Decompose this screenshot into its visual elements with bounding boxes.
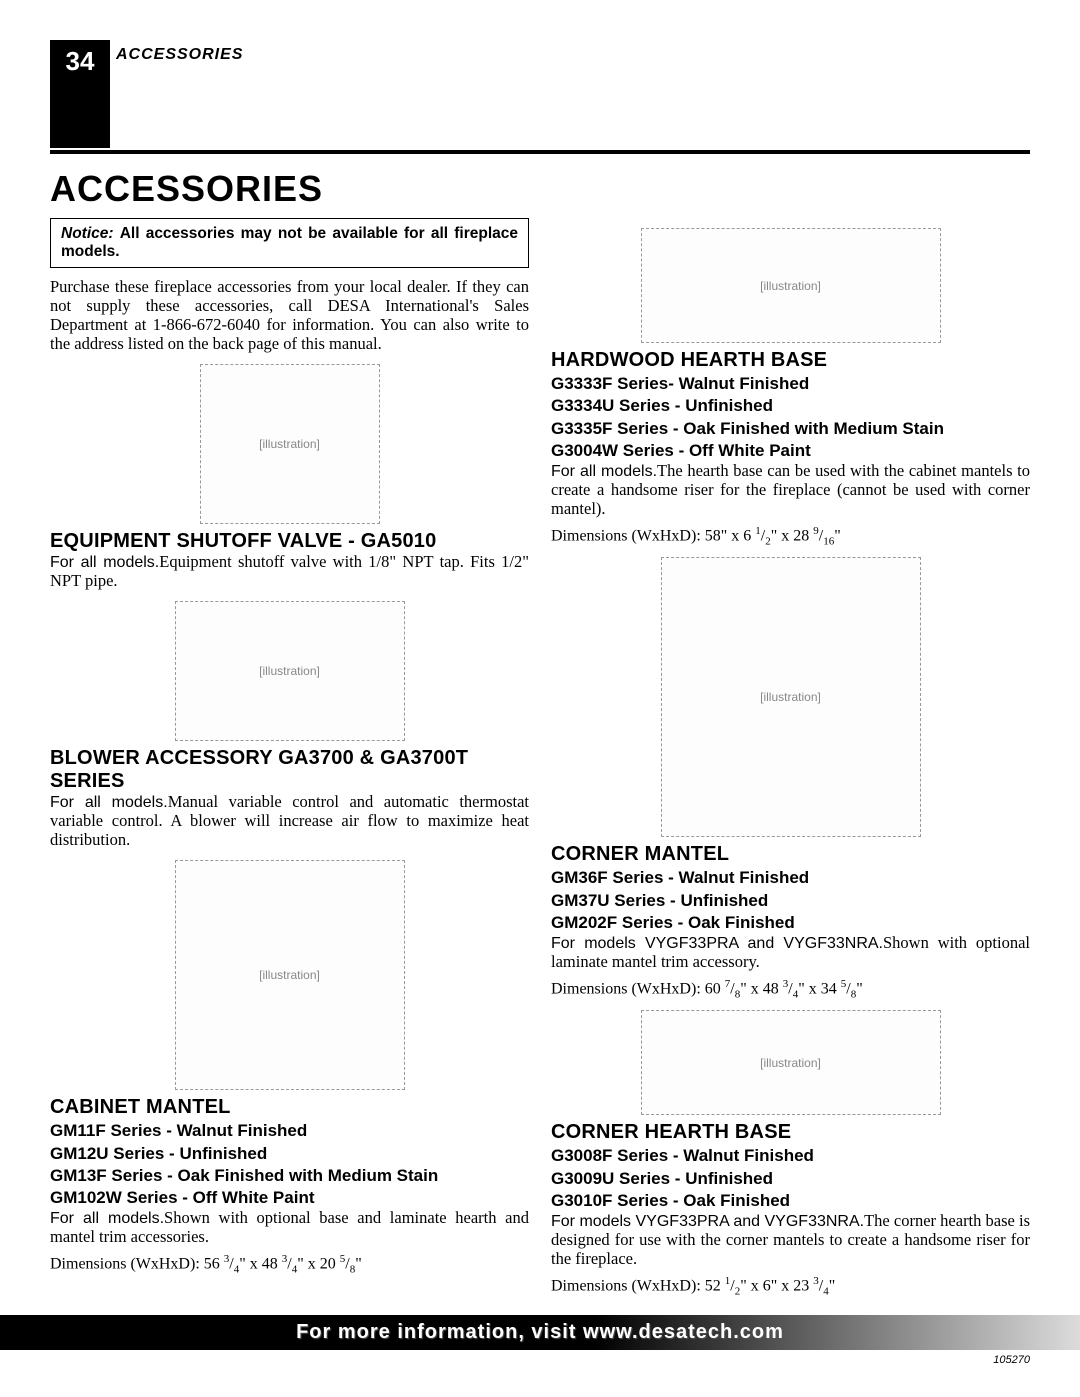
header-rule: [50, 150, 1030, 154]
hardwood-body: For all models.The hearth base can be us…: [551, 462, 1030, 519]
shutoff-heading: EQUIPMENT SHUTOFF VALVE - GA5010: [50, 530, 529, 553]
cabinet-body: For all models.Shown with optional base …: [50, 1209, 529, 1247]
hardwood-sub-2: G3335F Series - Oak Finished with Medium…: [551, 419, 1030, 439]
hardwood-sub-0: G3333F Series- Walnut Finished: [551, 374, 1030, 394]
corner-hearth-dims: Dimensions (WxHxD): 52 1/2" x 6" x 23 3/…: [551, 1275, 1030, 1298]
notice-text: All accessories may not be available for…: [61, 225, 518, 260]
hardwood-sub-1: G3334U Series - Unfinished: [551, 396, 1030, 416]
blower-for: For all models.: [50, 794, 168, 811]
corner-base-illustration: [illustration]: [641, 1010, 941, 1115]
corner-hearth-body: For models VYGF33PRA and VYGF33NRA.The c…: [551, 1212, 1030, 1269]
footer-bar: For more information, visit www.desatech…: [0, 1315, 1080, 1350]
corner-mantel-sub-0: GM36F Series - Walnut Finished: [551, 868, 1030, 888]
notice-box: Notice: All accessories may not be avail…: [50, 218, 529, 268]
hardwood-sub-3: G3004W Series - Off White Paint: [551, 441, 1030, 461]
page-header: 34 ACCESSORIES: [50, 40, 1030, 148]
page-number: 34: [50, 40, 110, 148]
left-column: Notice: All accessories may not be avail…: [50, 218, 529, 1297]
blower-body: For all models.Manual variable control a…: [50, 793, 529, 850]
corner-mantel-for: For models VYGF33PRA and VYGF33NRA.: [551, 935, 883, 952]
blower-heading: BLOWER ACCESSORY GA3700 & GA3700T SERIES: [50, 747, 529, 793]
corner-mantel-sub-2: GM202F Series - Oak Finished: [551, 913, 1030, 933]
corner-mantel-sub-1: GM37U Series - Unfinished: [551, 891, 1030, 911]
corner-hearth-heading: CORNER HEARTH BASE: [551, 1121, 1030, 1144]
notice-prefix: Notice:: [61, 225, 114, 242]
corner-mantel-dims: Dimensions (WxHxD): 60 7/8" x 48 3/4" x …: [551, 978, 1030, 1001]
cabinet-illustration: [illustration]: [175, 860, 405, 1090]
doc-number: 105270: [0, 1350, 1080, 1386]
cabinet-sub-1: GM12U Series - Unfinished: [50, 1144, 529, 1164]
hardwood-heading: HARDWOOD HEARTH BASE: [551, 349, 1030, 372]
cabinet-heading: CABINET MANTEL: [50, 1096, 529, 1119]
page-title: ACCESSORIES: [50, 168, 1030, 210]
cabinet-dims: Dimensions (WxHxD): 56 3/4" x 48 3/4" x …: [50, 1253, 529, 1276]
right-column: [illustration] HARDWOOD HEARTH BASE G333…: [551, 218, 1030, 1297]
intro-text: Purchase these fireplace accessories fro…: [50, 278, 529, 354]
corner-mantel-body: For models VYGF33PRA and VYGF33NRA.Shown…: [551, 934, 1030, 972]
cabinet-sub-2: GM13F Series - Oak Finished with Medium …: [50, 1166, 529, 1186]
hearth-base-illustration: [illustration]: [641, 228, 941, 343]
corner-hearth-sub-2: G3010F Series - Oak Finished: [551, 1191, 1030, 1211]
hardwood-dims: Dimensions (WxHxD): 58" x 6 1/2" x 28 9/…: [551, 525, 1030, 548]
blower-illustration: [illustration]: [175, 601, 405, 741]
cabinet-for: For all models.: [50, 1210, 164, 1227]
valve-illustration: [illustration]: [200, 364, 380, 524]
corner-hearth-sub-0: G3008F Series - Walnut Finished: [551, 1146, 1030, 1166]
shutoff-body: For all models.Equipment shutoff valve w…: [50, 553, 529, 591]
header-label: ACCESSORIES: [110, 40, 243, 64]
corner-hearth-for: For models VYGF33PRA and VYGF33NRA.: [551, 1213, 864, 1230]
shutoff-for: For all models.: [50, 554, 159, 571]
cabinet-sub-0: GM11F Series - Walnut Finished: [50, 1121, 529, 1141]
corner-mantel-illustration: [illustration]: [661, 557, 921, 837]
corner-mantel-heading: CORNER MANTEL: [551, 843, 1030, 866]
hardwood-for: For all models.: [551, 463, 657, 480]
cabinet-sub-3: GM102W Series - Off White Paint: [50, 1188, 529, 1208]
corner-hearth-sub-1: G3009U Series - Unfinished: [551, 1169, 1030, 1189]
